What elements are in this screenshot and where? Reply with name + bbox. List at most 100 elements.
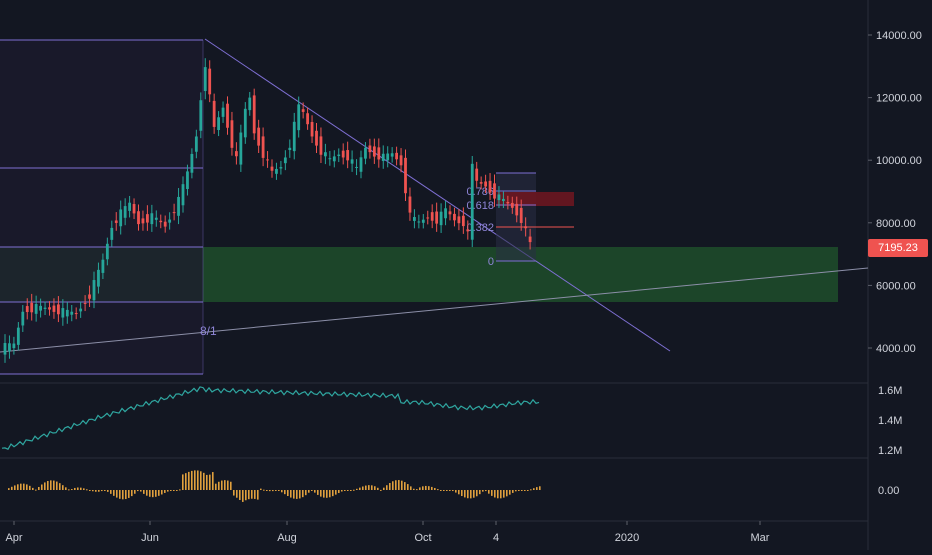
annotation-label: 8/1: [200, 324, 217, 338]
oscillator-bar: [221, 480, 223, 490]
candle-body: [493, 183, 496, 199]
candle-body: [230, 120, 234, 148]
oscillator-bar: [317, 490, 319, 495]
candle-body: [97, 269, 100, 287]
oscillator-bar: [167, 490, 169, 492]
oscillator-bar: [536, 487, 538, 490]
candle-body: [279, 167, 283, 169]
oscillator-bar: [356, 488, 358, 490]
oscillator-bar: [119, 490, 121, 499]
oscillator-bar: [128, 490, 130, 498]
oscillator-bar: [248, 490, 250, 500]
oscillator-bar: [215, 483, 217, 490]
candle-body: [16, 327, 20, 345]
oscillator-bar: [89, 490, 91, 491]
oscillator-bar: [227, 480, 229, 490]
candle-body: [172, 212, 176, 214]
oscillator-bar: [458, 490, 460, 495]
candle-body: [346, 150, 350, 161]
oscillator-bar: [314, 490, 316, 493]
candle-body: [186, 171, 189, 189]
oscillator-bar: [338, 490, 340, 494]
candle-body: [70, 311, 74, 315]
volume-line: [1, 386, 540, 450]
oscillator-bar: [176, 489, 178, 491]
oscillator-bar: [194, 470, 196, 490]
candle-body: [74, 313, 78, 315]
candle-body: [177, 196, 180, 216]
oscillator-bar: [29, 485, 31, 490]
oscillator-bar: [416, 489, 418, 491]
candle-body: [88, 294, 91, 299]
candle-body: [430, 212, 434, 221]
candle-body: [163, 221, 167, 227]
oscillator-bar: [299, 490, 301, 499]
oscillator-bar: [173, 490, 175, 491]
candle-body: [404, 157, 407, 194]
x-tick-label: Apr: [5, 532, 22, 544]
candle-body: [203, 67, 207, 92]
candle-body: [372, 146, 376, 157]
oscillator-bar: [233, 490, 235, 496]
candle-body: [168, 219, 172, 223]
oscillator-bar: [47, 481, 49, 490]
oscillator-bar: [131, 490, 133, 497]
oscillator-bar: [512, 490, 514, 493]
oscillator-bar: [401, 480, 403, 490]
candle-body: [399, 155, 403, 166]
candle-body: [448, 211, 452, 215]
oscillator-bar: [443, 490, 445, 491]
oscillator-bar: [83, 488, 85, 490]
x-tick-label: 4: [493, 532, 499, 544]
candle-body: [319, 136, 323, 155]
fib-level-label: 0.618: [466, 200, 494, 212]
oscillator-bar: [329, 490, 331, 498]
oscillator-bar: [269, 490, 271, 492]
candle-body: [199, 100, 203, 131]
oscillator-bar: [209, 474, 211, 490]
candle-body: [190, 153, 194, 173]
oscillator-bar: [491, 490, 493, 496]
oscillator-bar: [383, 487, 385, 490]
oscillator-bar: [224, 480, 226, 490]
candle-body: [395, 152, 398, 160]
oscillator-bar: [242, 490, 244, 502]
oscillator-bar: [86, 489, 88, 491]
oscillator-bar: [155, 490, 157, 497]
volume-y-tick-label: 1.6M: [878, 385, 902, 397]
oscillator-bar: [32, 487, 34, 490]
oscillator-bar: [38, 486, 40, 490]
oscillator-bar: [158, 490, 160, 496]
candle-body: [266, 159, 269, 161]
oscillator-bar: [293, 490, 295, 499]
candle-body: [377, 147, 381, 160]
candle-body: [479, 182, 483, 184]
oscillator-bar: [8, 488, 10, 490]
y-tick-label: 8000.00: [876, 218, 916, 230]
oscillator-bar: [353, 489, 355, 491]
oscillator-bar: [98, 490, 100, 492]
candle-body: [421, 219, 425, 223]
candle-body: [159, 220, 163, 223]
oscillator-bar: [53, 480, 55, 490]
candle-body: [221, 107, 225, 117]
candle-body: [484, 181, 487, 187]
candle-body: [235, 151, 238, 157]
oscillator-bar: [485, 490, 487, 492]
y-tick-label: 12000.00: [876, 93, 922, 105]
candle-body: [390, 153, 394, 157]
candle-body: [248, 97, 252, 111]
oscillator-bar: [425, 485, 427, 490]
candle-body: [208, 68, 212, 95]
oscillator-bar: [482, 490, 484, 492]
candle-body: [497, 194, 501, 201]
candle-body: [332, 156, 336, 162]
oscillator-bar: [257, 490, 259, 500]
candle-body: [310, 122, 314, 137]
candle-body: [444, 208, 447, 219]
candle-body: [292, 121, 296, 152]
oscillator-bar: [92, 490, 94, 492]
oscillator-bar: [524, 490, 526, 491]
oscillator-bar: [494, 490, 496, 498]
